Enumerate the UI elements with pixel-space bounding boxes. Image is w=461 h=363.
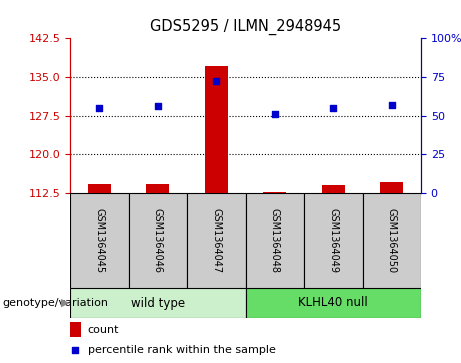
Point <box>388 102 396 107</box>
Bar <box>205 66 228 193</box>
Bar <box>70 288 246 318</box>
Bar <box>263 192 286 193</box>
Bar <box>146 184 170 193</box>
Text: percentile rank within the sample: percentile rank within the sample <box>88 345 275 355</box>
Text: KLHL40 null: KLHL40 null <box>298 297 368 310</box>
Bar <box>380 182 403 193</box>
Bar <box>246 193 304 288</box>
Bar <box>70 193 129 288</box>
Bar <box>88 184 111 193</box>
Text: GSM1364049: GSM1364049 <box>328 208 338 273</box>
Point <box>330 105 337 111</box>
Text: GSM1364047: GSM1364047 <box>211 208 221 273</box>
Text: count: count <box>88 325 119 335</box>
Bar <box>246 288 421 318</box>
Text: GSM1364048: GSM1364048 <box>270 208 280 273</box>
Point <box>271 111 278 117</box>
Point <box>290 253 297 259</box>
Text: genotype/variation: genotype/variation <box>2 298 108 308</box>
Bar <box>187 193 246 288</box>
Bar <box>129 193 187 288</box>
Text: GSM1364045: GSM1364045 <box>94 208 104 273</box>
Text: GSM1364046: GSM1364046 <box>153 208 163 273</box>
Point <box>154 103 161 109</box>
Point <box>213 78 220 84</box>
Point <box>95 105 103 111</box>
Bar <box>362 193 421 288</box>
Bar <box>322 185 345 193</box>
Bar <box>304 193 362 288</box>
Text: GSM1364050: GSM1364050 <box>387 208 397 273</box>
Bar <box>70 322 81 337</box>
Title: GDS5295 / ILMN_2948945: GDS5295 / ILMN_2948945 <box>150 19 341 35</box>
Text: wild type: wild type <box>130 297 185 310</box>
Text: ▶: ▶ <box>61 298 69 308</box>
